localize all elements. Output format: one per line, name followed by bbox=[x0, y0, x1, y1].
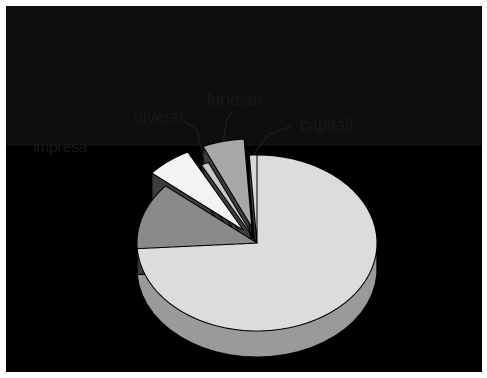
chart-title: COMPOSIZIONE % DEL REDDITO COMPLESSIVO bbox=[63, 25, 395, 42]
label-diversi: diversi bbox=[133, 107, 182, 127]
pie-slices bbox=[136, 138, 378, 358]
pie-slice-impresa bbox=[136, 185, 259, 250]
leader-line-fondiari bbox=[222, 111, 233, 142]
pie-slice-diversi bbox=[200, 161, 258, 244]
label-capitali: capitali bbox=[300, 115, 353, 135]
leader-line-diversi bbox=[183, 120, 206, 164]
leader-line-capitali bbox=[252, 125, 293, 156]
chart-subtitle: IRPEF PER TIPI DI REDDITO bbox=[137, 55, 324, 72]
label-impresa: impresa bbox=[33, 139, 88, 156]
pie-slice-lavoro_autonomo bbox=[151, 151, 244, 231]
label-fondiari: fondiari bbox=[206, 90, 262, 110]
leader-lines bbox=[183, 111, 293, 164]
pie-slice-fondiari bbox=[202, 138, 253, 228]
header-band bbox=[6, 6, 482, 146]
